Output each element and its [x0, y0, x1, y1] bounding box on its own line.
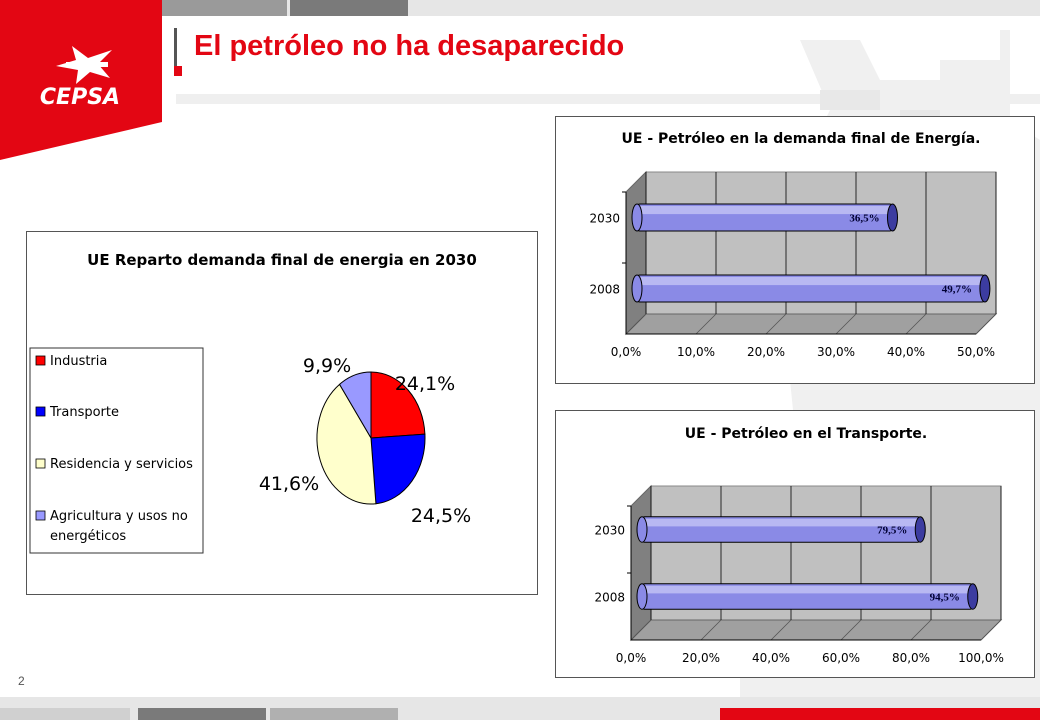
pie-chart-title: UE Reparto demanda final de energia en 2…	[87, 251, 477, 269]
bar-chart-energy-title: UE - Petróleo en la demanda final de Ene…	[622, 131, 981, 147]
pie-legend-label-4: Agricultura y usos no energéticos	[50, 509, 188, 544]
bar-chart-transport-floor	[629, 619, 1003, 641]
bar-chart-energy-side-wall	[625, 170, 647, 336]
bar-chart-energy-tick-label-1: 10,0%	[677, 345, 715, 359]
pie-legend-box	[29, 347, 204, 554]
pie-legend-label-2: Transporte	[49, 405, 119, 420]
pie-value-label-2: 24,5%	[411, 505, 471, 527]
title-accent	[174, 28, 182, 76]
pie-value-label-1: 24,1%	[395, 373, 455, 395]
pie-value-label-4: 9,9%	[303, 355, 351, 377]
bar-chart-transport-tick-label-5: 100,0%	[958, 651, 1004, 665]
bar-chart-energy-tick-label-4: 40,0%	[887, 345, 925, 359]
bar-chart-energy-tick-label-2: 20,0%	[747, 345, 785, 359]
page-title: El petróleo no ha desaparecido	[194, 30, 625, 62]
bar-chart-transport-title: UE - Petróleo en el Transporte.	[685, 426, 927, 442]
pie-slice-2	[370, 433, 426, 505]
bar-chart-energy-tick-label-3: 30,0%	[817, 345, 855, 359]
pie-legend-swatch-1	[35, 355, 46, 366]
pie-slice-3	[316, 383, 377, 505]
bar-chart-energy-plot: 0,0% 10,0% 20,0% 30,0% 40,0% 50,0% 36,5% 2030 49…	[589, 170, 998, 359]
bar-chart-transport-plot: 0,0% 20,0% 40,0% 60,0% 80,0% 100,0% 79,5% 2030 9…	[594, 484, 1004, 665]
bar-chart-energy-tick-label-0: 0,0%	[611, 345, 642, 359]
pie-chart: UE Reparto demanda final de energia en 2…	[29, 251, 477, 554]
bar-chart-energy-floor	[624, 313, 998, 335]
bar-chart-energy-bar-2008: 49,7%	[631, 274, 991, 303]
bar-chart-transport-category-label-2030: 2030	[594, 524, 625, 538]
bar-chart-transport-tick-label-2: 40,0%	[752, 651, 790, 665]
bar-chart-transport-tick-label-1: 20,0%	[682, 651, 720, 665]
pie-legend-label-1: Industria	[50, 354, 107, 369]
bar-chart-transport-panel: UE - Petróleo en el Transporte. 0,0% 20,0…	[555, 410, 1035, 678]
bar-chart-transport-data-label-2008: 94,5%	[930, 592, 960, 604]
pie-value-labels: 24,1% 24,5% 41,6% 9,9%	[259, 355, 471, 527]
bar-chart-transport-tick-label-0: 0,0%	[616, 651, 647, 665]
bar-chart-transport: UE - Petróleo en el Transporte. 0,0% 20,0…	[594, 426, 1004, 665]
bar-chart-energy-category-label-2030: 2030	[589, 212, 620, 226]
pie-slices	[316, 371, 426, 505]
pie-legend-swatch-4	[35, 510, 46, 521]
bar-chart-energy-tick-label-5: 50,0%	[957, 345, 995, 359]
bar-chart-energy-bar-2030: 36,5%	[631, 203, 898, 232]
pie-chart-panel: UE Reparto demanda final de energia en 2…	[26, 231, 538, 595]
pie-slice-1	[370, 371, 426, 439]
bar-chart-transport-tick-label-3: 60,0%	[822, 651, 860, 665]
bar-chart-transport-side-wall	[630, 484, 652, 642]
logo-panel: CEPSA	[0, 0, 162, 160]
pie-value-label-3: 41,6%	[259, 473, 319, 495]
pie-legend-swatch-2	[35, 406, 46, 417]
logo-text: CEPSA	[40, 85, 120, 110]
bar-chart-transport-data-label-2030: 79,5%	[877, 525, 907, 537]
pie-legend: Industria Transporte Residencia y servicio…	[35, 354, 193, 544]
bar-chart-energy: UE - Petróleo en la demanda final de Ene…	[589, 131, 998, 359]
bar-chart-energy-panel: UE - Petróleo en la demanda final de Ene…	[555, 116, 1035, 384]
pie-legend-swatch-3	[35, 458, 46, 469]
bar-chart-energy-data-label-2030: 36,5%	[849, 213, 879, 225]
bar-chart-transport-tick-label-4: 80,0%	[892, 651, 930, 665]
pie-slice-4	[338, 371, 372, 440]
bar-chart-energy-category-label-2008: 2008	[589, 283, 620, 297]
bar-chart-transport-bar-2030: 79,5%	[636, 516, 926, 543]
pie-legend-label-3: Residencia y servicios	[50, 457, 193, 472]
cepsa-logo-icon	[56, 46, 112, 84]
bar-chart-transport-bar-2008: 94,5%	[636, 583, 979, 610]
bar-chart-transport-category-label-2008: 2008	[594, 591, 625, 605]
bar-chart-energy-data-label-2008: 49,7%	[942, 284, 972, 296]
page-number: 2	[18, 674, 25, 688]
